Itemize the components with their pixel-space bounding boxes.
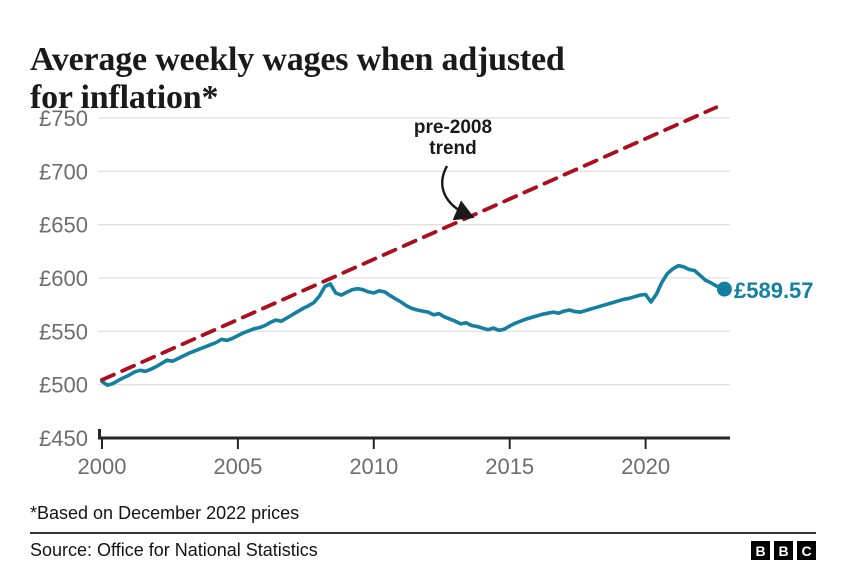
- source-row: Source: Office for National Statistics B…: [30, 540, 816, 561]
- y-tick-label: £750: [39, 106, 88, 131]
- y-tick-label: £650: [39, 213, 88, 238]
- source-text: Source: Office for National Statistics: [30, 540, 318, 560]
- bbc-logo-letter-c: C: [797, 541, 816, 560]
- x-tick-label: 2010: [349, 454, 398, 479]
- x-tick-label: 2000: [78, 454, 127, 479]
- chart-title: Average weekly wages when adjusted for i…: [30, 41, 565, 117]
- y-tick-label: £500: [39, 373, 88, 398]
- trend-annotation-line1: pre-2008: [413, 117, 493, 138]
- wage-line: [100, 263, 727, 387]
- wage-line-chart: £450 £500 £550 £600 £650 £700 £750 2000 2005 2010…: [39, 105, 732, 479]
- x-tick-label: 2020: [621, 454, 670, 479]
- y-tick-label: £450: [39, 426, 88, 451]
- end-value-label: £589.57: [734, 278, 814, 303]
- trend-annotation-arrow: [441, 165, 475, 221]
- bbc-logo: B B C: [751, 541, 816, 560]
- divider-line: [30, 532, 816, 534]
- chart-title-line2: for inflation*: [30, 78, 219, 116]
- end-point-dot: [716, 281, 732, 297]
- bbc-logo-letter-b2: B: [774, 541, 793, 560]
- trend-annotation: pre-2008 trend: [378, 117, 528, 159]
- trend-annotation-line2: trend: [429, 138, 477, 159]
- trend-line: [100, 105, 719, 382]
- y-tick-label: £600: [39, 266, 88, 291]
- x-tick-label: 2005: [213, 454, 262, 479]
- y-tick-label: £550: [39, 319, 88, 344]
- x-tick-label: 2015: [485, 454, 534, 479]
- chart-title-line1: Average weekly wages when adjusted: [30, 40, 565, 78]
- bbc-logo-letter-b1: B: [751, 541, 770, 560]
- y-tick-label: £700: [39, 159, 88, 184]
- footnote: *Based on December 2022 prices: [30, 503, 300, 523]
